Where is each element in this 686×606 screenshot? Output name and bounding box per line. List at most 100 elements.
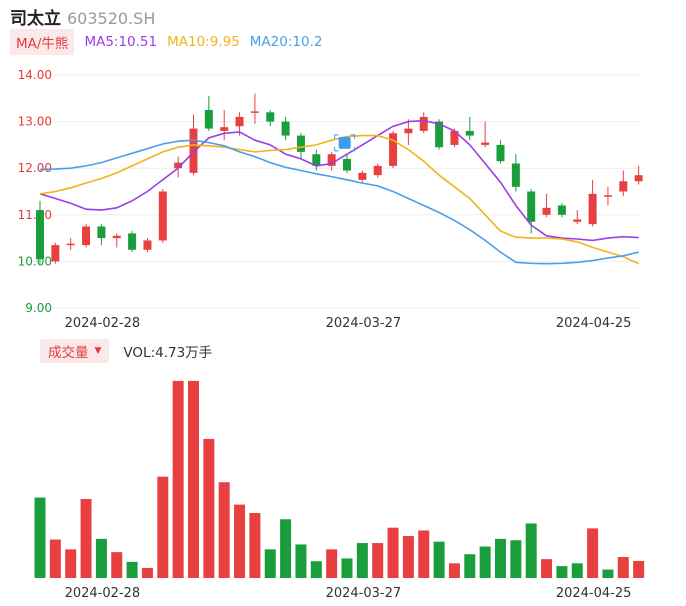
candle-body (588, 193, 597, 225)
candle-body (174, 162, 183, 169)
candle-body (97, 226, 106, 239)
ma20-label: MA20:10.2 (249, 34, 323, 50)
candle-body (296, 135, 305, 152)
stock-name: 司太立 (10, 9, 61, 29)
volume-x-tick-label: 2024-03-27 (326, 586, 402, 601)
candle-body (281, 121, 290, 136)
candle-body (82, 226, 91, 246)
volume-bar (372, 543, 384, 578)
volume-bar (571, 563, 583, 578)
volume-bar (495, 538, 506, 578)
ma5-line (39, 119, 639, 242)
ma5-label: MA5:10.51 (84, 34, 158, 50)
ma20-line (39, 139, 639, 265)
candle-body (603, 195, 612, 197)
candle-body (220, 127, 229, 131)
volume-legend: 成交量 ▼ VOL:4.73万手 (40, 339, 213, 363)
stock-code: 603520.SH (67, 9, 156, 28)
volume-bar (310, 561, 322, 578)
volume-bar (633, 560, 645, 578)
candle-body (634, 175, 643, 182)
volume-bar (326, 549, 338, 578)
volume-bar (448, 563, 460, 578)
volume-bar (602, 569, 614, 578)
volume-bar (587, 528, 599, 578)
volume-bar (188, 380, 199, 578)
volume-bar (65, 549, 77, 578)
x-tick-label: 2024-03-27 (326, 316, 402, 331)
volume-bar (356, 543, 368, 578)
volume-bar (541, 559, 553, 578)
candle-body (112, 235, 121, 239)
y-tick-label: 12.00 (18, 161, 52, 175)
volume-bar (295, 544, 307, 578)
candle-body (511, 163, 520, 187)
volume-bar (203, 438, 215, 578)
volume-bar (556, 566, 568, 578)
candle-body (189, 128, 198, 173)
volume-bar (111, 552, 123, 578)
volume-x-tick-label: 2024-04-25 (556, 586, 632, 601)
volume-x-tick-label: 2024-02-28 (65, 586, 141, 601)
y-tick-label: 10.00 (18, 254, 52, 268)
candle-body (527, 191, 536, 222)
volume-bar (80, 499, 92, 578)
candle-body (51, 245, 60, 262)
candle-body (204, 109, 213, 129)
volume-bar (218, 482, 230, 578)
candle-body (343, 158, 351, 171)
volume-bar (249, 512, 261, 578)
y-tick-label: 14.00 (18, 68, 52, 82)
volume-bar (34, 497, 46, 578)
marker-icon (338, 136, 351, 149)
volume-bar (418, 530, 430, 578)
volume-bar (264, 549, 276, 578)
volume-bar (617, 557, 629, 578)
volume-bar (95, 538, 107, 578)
candle-body (435, 121, 444, 148)
x-tick-label: 2024-04-25 (556, 316, 632, 331)
x-tick-label: 2024-02-28 (65, 316, 141, 331)
volume-bar (402, 536, 414, 578)
candle-body (389, 133, 398, 166)
candle-body (542, 207, 551, 215)
candle-body (465, 130, 474, 136)
volume-bar (479, 546, 491, 578)
volume-bar (433, 541, 445, 578)
candle-body (573, 219, 582, 222)
volume-tab-label: 成交量 (48, 345, 89, 361)
volume-bar (234, 504, 246, 578)
y-tick-label: 11.00 (18, 208, 52, 222)
candle-body (66, 243, 75, 246)
caret-down-icon: ▼ (94, 346, 102, 356)
candle-body (496, 144, 505, 162)
candle-body (450, 130, 459, 145)
volume-bar (157, 476, 169, 578)
candle-body (481, 142, 490, 145)
volume-bar (141, 567, 153, 578)
candle-body (312, 154, 321, 166)
candle-body (327, 154, 336, 166)
volume-bar (387, 527, 399, 578)
volume-bar (49, 539, 61, 578)
stock-header: 司太立 603520.SH (10, 4, 156, 29)
candle-body (128, 233, 137, 250)
candle-body (158, 191, 167, 241)
candle-body (235, 116, 244, 127)
y-tick-label: 9.00 (25, 301, 52, 315)
candle-body (266, 112, 275, 122)
volume-value: VOL:4.73万手 (123, 345, 213, 361)
volume-bar (464, 554, 476, 578)
volume-indicator-tab[interactable]: 成交量 ▼ (40, 339, 110, 363)
ma-indicator-tab[interactable]: MA/牛熊 (10, 29, 75, 55)
volume-bar (341, 558, 353, 578)
candle-body (373, 165, 382, 176)
volume-bar (525, 523, 537, 578)
candle-body (557, 205, 566, 215)
ma-legend: MA/牛熊 MA5:10.51 MA10:9.95 MA20:10.2 (10, 29, 323, 55)
y-tick-label: 13.00 (18, 115, 52, 129)
candle-body (419, 116, 428, 131)
volume-bar (126, 561, 138, 578)
marker-frame-icon (334, 134, 356, 152)
